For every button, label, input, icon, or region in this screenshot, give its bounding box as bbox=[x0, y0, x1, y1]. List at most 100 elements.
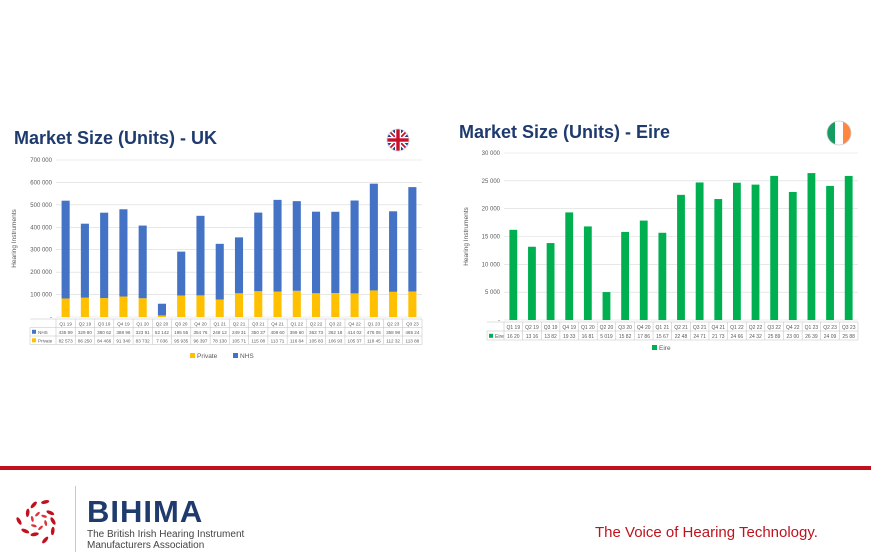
y-tick-label: 300 000 bbox=[30, 248, 52, 254]
legend-key-nhs bbox=[233, 353, 238, 358]
x-tick-label: Q1 23 bbox=[805, 325, 819, 331]
bar-eire-q2-20 bbox=[602, 292, 611, 320]
bar-eire-q1-21 bbox=[658, 232, 667, 320]
logo-segment bbox=[41, 500, 50, 504]
table-cell-value: 465 24 bbox=[405, 330, 419, 335]
bar-nhs-q3-23 bbox=[408, 187, 417, 292]
x-tick-label: Q2 19 bbox=[79, 321, 92, 326]
y-tick-label: 25 000 bbox=[482, 179, 501, 185]
table-cell-value: 380 62 bbox=[97, 330, 111, 335]
x-tick-label: Q4 22 bbox=[348, 321, 361, 326]
bar-eire-q4-21 bbox=[714, 199, 723, 320]
bar-eire-q4-22 bbox=[788, 191, 797, 320]
bar-private-q3-23 bbox=[408, 291, 417, 317]
table-cell-value: 13 82 bbox=[544, 334, 557, 340]
x-tick-label: Q1 19 bbox=[507, 325, 521, 331]
x-tick-label: Q2 22 bbox=[749, 325, 763, 331]
bar-nhs-q1-23 bbox=[369, 183, 378, 291]
table-cell-value: 476 05 bbox=[367, 330, 381, 335]
uk-flag-icon bbox=[386, 128, 410, 152]
table-cell-value: 363 73 bbox=[309, 330, 323, 335]
logo-segment bbox=[35, 511, 40, 517]
table-cell-value: 414 02 bbox=[348, 330, 362, 335]
table-cell-value: 323 91 bbox=[136, 330, 150, 335]
table-cell-value: 95 935 bbox=[174, 338, 188, 343]
x-tick-label: Q2 23 bbox=[387, 321, 400, 326]
table-cell-value: 26 39 bbox=[805, 334, 818, 340]
y-tick-label: 400 000 bbox=[30, 225, 52, 231]
y-tick-label: 200 000 bbox=[30, 270, 52, 276]
legend-key-eire bbox=[652, 345, 657, 350]
uk-title: Market Size (Units) - UK bbox=[14, 128, 218, 148]
table-cell-value: 5 019 bbox=[600, 334, 613, 340]
table-cell-value: 23 00 bbox=[787, 334, 800, 340]
logo-segment bbox=[41, 514, 48, 518]
bar-nhs-q3-20 bbox=[177, 251, 186, 296]
x-tick-label: Q3 19 bbox=[98, 321, 111, 326]
logo-segment bbox=[16, 517, 22, 525]
table-cell-value: 24 71 bbox=[693, 334, 706, 340]
y-axis-label: Hearing Instruments bbox=[11, 208, 18, 267]
y-tick-label: 20 000 bbox=[482, 207, 501, 213]
bar-private-q1-21 bbox=[215, 299, 224, 317]
table-cell-value: 249 31 bbox=[232, 330, 246, 335]
x-tick-label: Q4 19 bbox=[562, 325, 576, 331]
bar-eire-q1-19 bbox=[509, 229, 518, 320]
logo-segment bbox=[30, 532, 39, 537]
table-legend-key bbox=[489, 333, 493, 338]
bar-eire-q3-22 bbox=[770, 175, 779, 320]
table-cell-value: 19 33 bbox=[563, 334, 576, 340]
bar-nhs-q2-23 bbox=[389, 211, 398, 292]
table-cell-value: 105 37 bbox=[348, 338, 362, 343]
table-cell-value: 22 48 bbox=[675, 334, 688, 340]
table-cell-value: 358 98 bbox=[386, 330, 400, 335]
x-tick-label: Q2 23 bbox=[823, 325, 837, 331]
table-cell-value: 82 573 bbox=[59, 338, 73, 343]
x-tick-label: Q4 20 bbox=[194, 321, 207, 326]
table-cell-value: 24 66 bbox=[731, 334, 744, 340]
table-cell-value: 399 60 bbox=[290, 330, 304, 335]
table-cell-value: 24 09 bbox=[824, 334, 837, 340]
table-cell-value: 112 32 bbox=[386, 338, 400, 343]
logo-segment bbox=[44, 520, 48, 527]
table-cell-value: 21 73 bbox=[712, 334, 725, 340]
table-row-label: NHS bbox=[38, 330, 48, 335]
bar-nhs-q4-21 bbox=[273, 199, 282, 292]
bar-eire-q1-22 bbox=[732, 182, 741, 320]
logo-segment bbox=[50, 517, 56, 525]
x-tick-label: Q2 20 bbox=[156, 321, 169, 326]
x-tick-label: Q2 22 bbox=[310, 321, 323, 326]
x-tick-label: Q2 19 bbox=[525, 325, 539, 331]
table-cell-value: 84 466 bbox=[97, 338, 111, 343]
table-cell-value: 116 84 bbox=[290, 338, 304, 343]
bar-private-q3-21 bbox=[254, 291, 263, 317]
bar-nhs-q2-20 bbox=[157, 303, 166, 316]
table-cell-value: 113 88 bbox=[406, 338, 420, 343]
bar-eire-q2-23 bbox=[826, 185, 834, 320]
bar-nhs-q4-20 bbox=[196, 215, 205, 296]
x-tick-label: Q4 20 bbox=[637, 325, 651, 331]
bar-nhs-q3-19 bbox=[100, 212, 109, 299]
table-cell-value: 113 71 bbox=[271, 338, 285, 343]
bar-private-q2-23 bbox=[389, 291, 398, 317]
x-tick-label: Q1 20 bbox=[581, 325, 595, 331]
bar-eire-q4-20 bbox=[639, 220, 648, 320]
logo-segment bbox=[46, 510, 55, 516]
x-tick-label: Q2 20 bbox=[600, 325, 614, 331]
tagline: The Voice of Hearing Technology. bbox=[595, 524, 818, 541]
table-cell-value: 388 96 bbox=[116, 330, 130, 335]
y-tick-label: 100 000 bbox=[30, 293, 52, 299]
table-cell-value: 17 86 bbox=[637, 334, 650, 340]
x-tick-label: Q4 21 bbox=[271, 321, 284, 326]
bar-private-q3-22 bbox=[331, 293, 340, 317]
bar-nhs-q2-21 bbox=[234, 237, 244, 294]
brand-name: BIHIMA bbox=[87, 494, 204, 529]
bar-private-q2-21 bbox=[234, 293, 244, 317]
table-cell-value: 350 37 bbox=[251, 330, 265, 335]
logo-segment bbox=[25, 508, 30, 517]
table-cell-value: 105 71 bbox=[232, 338, 246, 343]
bar-nhs-q4-19 bbox=[119, 209, 128, 297]
x-tick-label: Q3 23 bbox=[842, 325, 856, 331]
bar-private-q1-19 bbox=[61, 298, 70, 317]
bar-private-q3-19 bbox=[100, 298, 109, 317]
